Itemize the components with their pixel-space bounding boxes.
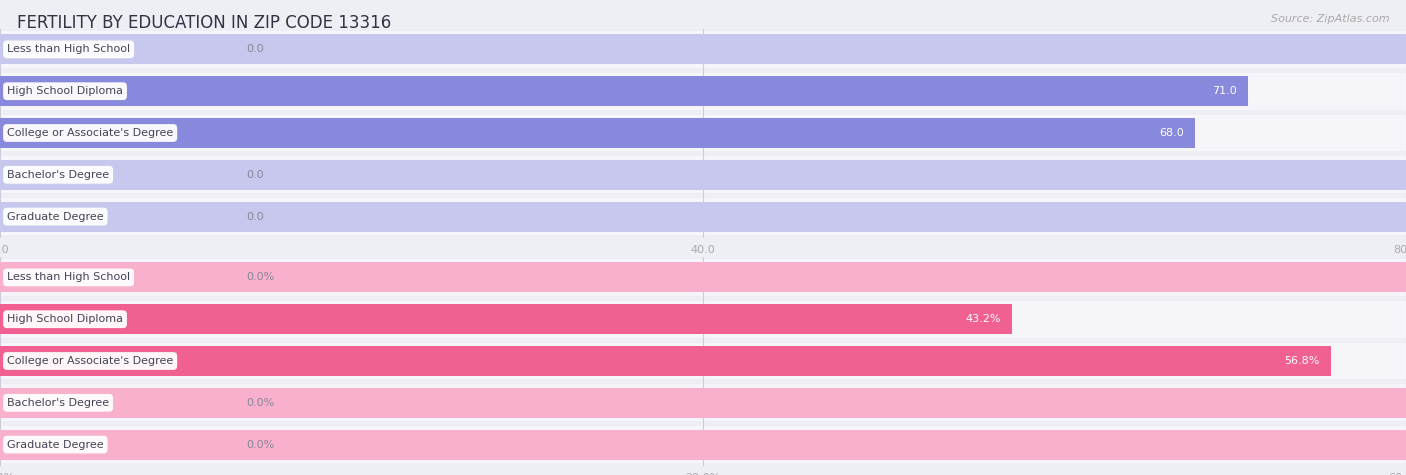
Text: Bachelor's Degree: Bachelor's Degree	[7, 398, 110, 408]
Bar	[0, 262, 1406, 293]
Bar	[0, 114, 1406, 152]
Bar	[0, 156, 1406, 193]
Text: 0.0: 0.0	[246, 44, 264, 55]
Bar	[0, 304, 1012, 334]
Text: FERTILITY BY EDUCATION IN ZIP CODE 13316: FERTILITY BY EDUCATION IN ZIP CODE 13316	[17, 14, 391, 32]
Bar	[0, 160, 1406, 190]
Text: 0.0%: 0.0%	[246, 272, 274, 283]
Bar	[0, 34, 1406, 65]
Text: 0.0%: 0.0%	[246, 439, 274, 450]
Bar	[0, 429, 1406, 460]
Text: 71.0: 71.0	[1212, 86, 1237, 96]
Text: Graduate Degree: Graduate Degree	[7, 439, 104, 450]
Text: 0.0: 0.0	[246, 170, 264, 180]
Bar	[0, 342, 1406, 380]
Bar	[0, 201, 1406, 232]
Text: 56.8%: 56.8%	[1285, 356, 1320, 366]
Bar	[0, 73, 1406, 110]
Text: Graduate Degree: Graduate Degree	[7, 211, 104, 222]
Bar	[0, 118, 1195, 148]
Text: Bachelor's Degree: Bachelor's Degree	[7, 170, 110, 180]
Bar	[0, 259, 1406, 296]
Bar	[0, 388, 1406, 418]
Text: 68.0: 68.0	[1159, 128, 1184, 138]
Bar	[0, 31, 1406, 68]
Text: Source: ZipAtlas.com: Source: ZipAtlas.com	[1271, 14, 1389, 24]
Bar	[0, 384, 1406, 421]
Bar	[0, 198, 1406, 235]
Bar	[0, 346, 1331, 376]
Text: 43.2%: 43.2%	[966, 314, 1001, 324]
Text: 0.0: 0.0	[246, 211, 264, 222]
Bar	[0, 76, 1249, 106]
Text: College or Associate's Degree: College or Associate's Degree	[7, 128, 173, 138]
Text: High School Diploma: High School Diploma	[7, 86, 124, 96]
Bar	[0, 426, 1406, 463]
Text: High School Diploma: High School Diploma	[7, 314, 124, 324]
Text: College or Associate's Degree: College or Associate's Degree	[7, 356, 173, 366]
Text: 0.0%: 0.0%	[246, 398, 274, 408]
Text: Less than High School: Less than High School	[7, 44, 131, 55]
Bar	[0, 301, 1406, 338]
Text: Less than High School: Less than High School	[7, 272, 131, 283]
